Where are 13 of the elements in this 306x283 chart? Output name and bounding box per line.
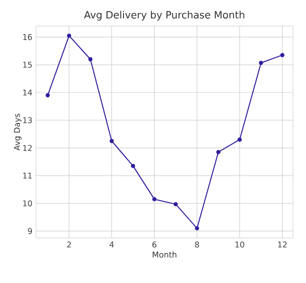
point [258, 60, 264, 65]
point [152, 197, 156, 202]
point [46, 93, 50, 98]
point [174, 202, 178, 206]
point [194, 226, 200, 230]
point [66, 34, 72, 38]
point [88, 57, 92, 62]
point [216, 150, 220, 154]
chart-title: Avg Delivery by Purchase Month [84, 10, 244, 20]
point [280, 53, 284, 58]
point [130, 164, 136, 168]
point [238, 138, 242, 142]
point [110, 138, 114, 144]
